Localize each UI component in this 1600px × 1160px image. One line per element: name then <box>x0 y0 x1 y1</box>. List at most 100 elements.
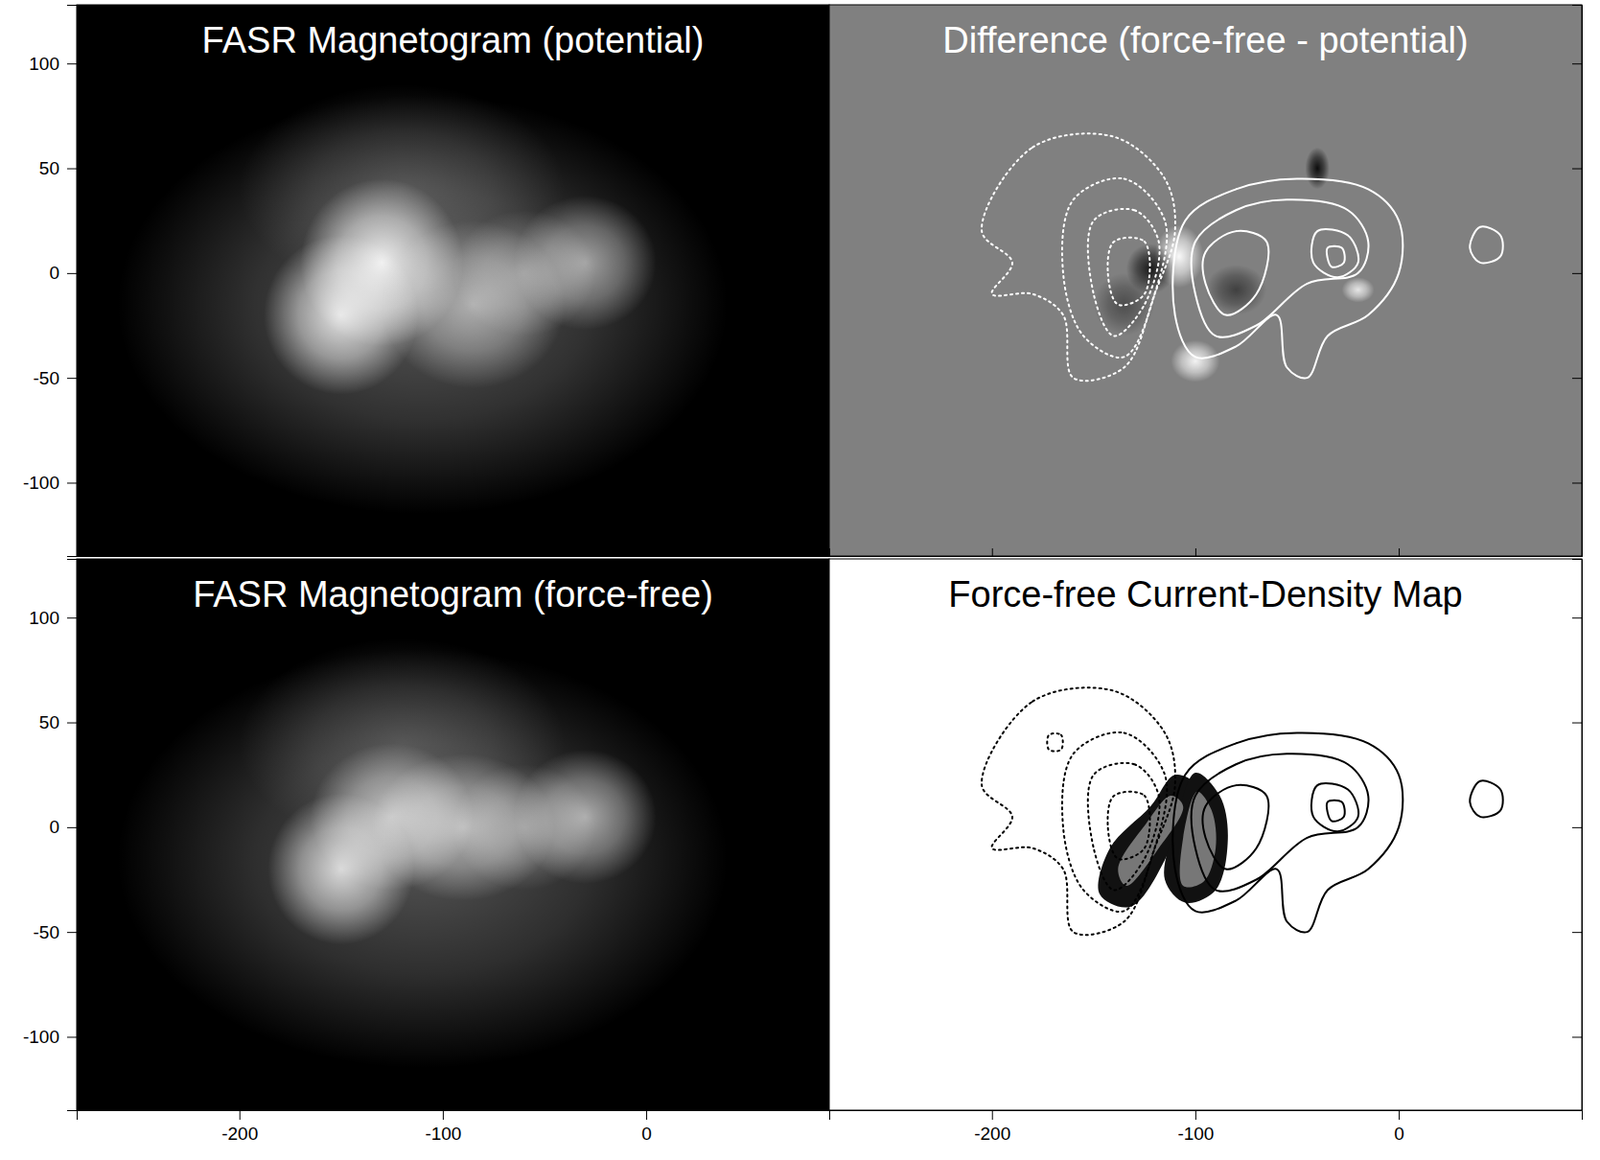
tick <box>1572 63 1582 65</box>
tick-mark <box>1572 827 1582 829</box>
tick-label: 0 <box>1393 1123 1405 1144</box>
panel: Force-free Current-Density Map -200 -100 0 <box>829 558 1583 1144</box>
contour <box>1326 800 1345 822</box>
current-region <box>1180 791 1217 888</box>
tick-mark <box>646 548 648 557</box>
tick-mark <box>1572 931 1582 933</box>
plot-area <box>116 638 727 1068</box>
tick: 50 <box>39 158 77 179</box>
contour <box>981 687 1176 935</box>
tick-mark <box>67 827 77 829</box>
tick-label: -100 <box>1177 1123 1214 1144</box>
tick-label: 100 <box>28 53 60 74</box>
tick-mark <box>992 1110 994 1120</box>
contour <box>1191 199 1369 338</box>
plot-area <box>116 84 727 514</box>
tick-mark <box>67 482 77 484</box>
tick-mark <box>442 548 444 557</box>
panel: FASR Magnetogram (force-free) -100 -50 0 50 1… <box>23 558 831 1144</box>
plot-frame <box>829 4 1582 557</box>
tick-mark <box>67 931 77 933</box>
tick-label: 50 <box>39 158 60 179</box>
contour <box>1311 783 1359 832</box>
panel-title: Difference (force-free - potential) <box>942 20 1468 61</box>
tick-mark <box>1195 1110 1197 1120</box>
contour <box>1088 208 1160 337</box>
panel: Difference (force-free - potential) <box>829 4 1583 557</box>
contour <box>1469 226 1503 263</box>
tick <box>1572 168 1582 170</box>
flux-source <box>513 195 657 330</box>
tick <box>646 548 648 557</box>
panel-background <box>829 4 1582 557</box>
tick: -100 <box>1177 1110 1214 1144</box>
tick-mark <box>992 548 994 557</box>
tick: 0 <box>641 1110 652 1144</box>
tick: -200 <box>973 1110 1011 1144</box>
contour <box>1172 178 1403 378</box>
tick <box>239 548 241 557</box>
x-axis <box>830 548 1583 557</box>
contour <box>1062 178 1167 358</box>
tick-mark <box>1572 377 1582 379</box>
tick-mark <box>67 1036 77 1038</box>
tick-mark <box>67 722 77 724</box>
tick: -50 <box>33 368 77 389</box>
tick-label: -50 <box>33 368 60 389</box>
flux-source <box>1342 277 1375 302</box>
tick <box>1572 482 1582 484</box>
contour <box>1311 229 1359 278</box>
contour <box>1172 732 1403 932</box>
tick-label: -100 <box>23 472 60 493</box>
figure: FASR Magnetogram (potential) -100 -50 0 50 10… <box>0 0 1600 1160</box>
panel-background <box>76 558 830 1111</box>
tick-mark <box>239 548 241 557</box>
x-axis: -200-1000 <box>77 1110 831 1144</box>
panel-title: FASR Magnetogram (force-free) <box>192 574 714 615</box>
plot-frame <box>76 4 830 557</box>
tick-mark <box>1572 168 1582 170</box>
y-axis <box>1572 559 1583 1112</box>
tick: 50 <box>39 712 77 733</box>
x-axis: -200 -100 0 <box>830 1110 1583 1144</box>
axis-line <box>67 559 78 1112</box>
tick-mark <box>1572 617 1582 619</box>
tick: 100 <box>28 607 77 628</box>
tick-mark <box>1572 482 1582 484</box>
panel-background <box>76 4 830 557</box>
tick-mark <box>1398 548 1400 557</box>
contour <box>1326 246 1345 268</box>
tick: 0 <box>48 816 77 837</box>
contour <box>1088 763 1160 891</box>
tick: -200 <box>221 1110 258 1144</box>
contour <box>1469 780 1503 817</box>
axis-line <box>77 1111 831 1121</box>
plot-area <box>981 687 1504 935</box>
tick: -100 <box>23 1026 77 1047</box>
flux-source <box>1205 264 1268 315</box>
tick-mark <box>67 168 77 170</box>
tick-label: 0 <box>48 816 60 837</box>
tick <box>1572 722 1582 724</box>
plot-frame <box>829 558 1582 1111</box>
tick <box>1195 548 1197 557</box>
tick: 0 <box>1393 1110 1405 1144</box>
tick: 0 <box>48 262 77 283</box>
tick-mark <box>67 377 77 379</box>
contour <box>1203 231 1270 316</box>
tick-label: -50 <box>33 922 60 943</box>
tick: 100 <box>28 53 77 74</box>
tick-mark <box>1572 722 1582 724</box>
tick-label: 0 <box>641 1123 652 1144</box>
tick <box>442 548 444 557</box>
panel-title: FASR Magnetogram (potential) <box>202 20 705 61</box>
flux-source <box>1304 147 1329 190</box>
tick-label: -200 <box>221 1123 258 1144</box>
axis-line <box>1572 559 1583 1112</box>
tick-mark <box>1572 1036 1582 1038</box>
tick <box>1572 377 1582 379</box>
tick-mark <box>67 617 77 619</box>
tick-mark <box>1572 63 1582 65</box>
panel-title: Force-free Current-Density Map <box>948 574 1462 615</box>
flux-source <box>513 749 657 884</box>
